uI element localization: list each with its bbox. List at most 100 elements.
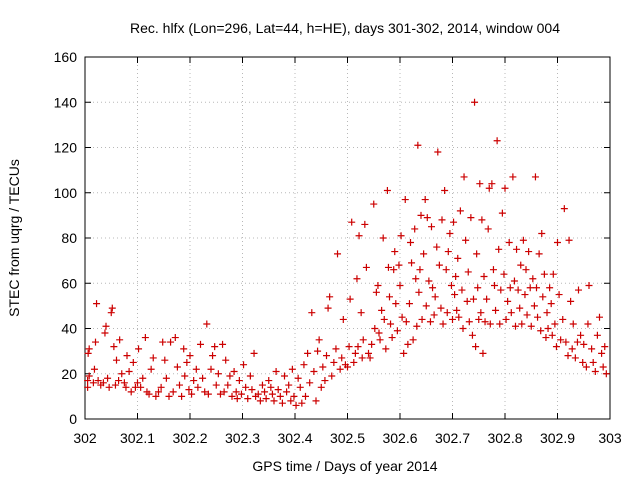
- data-point: [358, 354, 366, 362]
- data-point: [159, 338, 167, 346]
- data-point: [324, 304, 332, 312]
- x-tick-label: 302.2: [172, 430, 207, 446]
- data-point: [173, 363, 181, 371]
- data-point: [599, 363, 607, 371]
- data-point: [396, 282, 404, 290]
- data-point: [386, 293, 393, 301]
- data-point: [446, 229, 454, 237]
- data-point: [149, 354, 157, 362]
- data-point: [517, 261, 525, 269]
- data-point: [135, 345, 143, 353]
- data-point: [258, 381, 266, 389]
- data-point: [568, 345, 576, 353]
- data-point: [516, 304, 524, 312]
- data-point: [593, 331, 601, 339]
- data-point: [393, 327, 401, 335]
- data-point: [417, 211, 425, 219]
- data-point: [314, 347, 322, 355]
- data-point: [479, 349, 487, 357]
- data-point: [361, 220, 369, 228]
- data-point: [304, 349, 312, 357]
- data-point: [167, 338, 175, 346]
- data-point: [89, 379, 97, 387]
- data-point: [224, 381, 232, 389]
- data-point: [152, 392, 160, 400]
- data-point: [388, 334, 396, 342]
- data-point: [525, 248, 533, 256]
- x-tick-label: 302.7: [435, 430, 470, 446]
- data-point: [365, 349, 372, 357]
- y-tick-label: 100: [54, 185, 78, 201]
- data-point: [510, 277, 518, 285]
- data-point: [203, 320, 211, 328]
- data-point: [326, 293, 334, 301]
- data-point: [188, 390, 196, 398]
- data-point: [321, 377, 329, 385]
- data-point: [579, 358, 587, 366]
- y-axis-label: STEC from uqrg / TECUs: [6, 159, 22, 317]
- data-point: [421, 196, 429, 204]
- data-point: [602, 370, 610, 378]
- data-point: [317, 383, 325, 391]
- data-point: [502, 315, 510, 323]
- data-point: [99, 379, 107, 387]
- data-point: [460, 173, 468, 181]
- axis-ticks: [84, 56, 611, 420]
- data-point: [272, 367, 280, 375]
- data-point: [359, 336, 367, 344]
- data-point: [157, 383, 165, 391]
- y-tick-label: 140: [54, 94, 78, 110]
- data-point: [430, 311, 438, 319]
- data-point: [513, 245, 521, 253]
- data-point: [507, 309, 515, 317]
- data-point: [204, 390, 212, 398]
- data-point: [496, 320, 504, 328]
- data-point: [122, 383, 130, 391]
- data-point: [523, 311, 531, 319]
- data-point: [477, 309, 485, 317]
- data-point: [101, 329, 109, 337]
- data-point: [336, 365, 344, 373]
- data-point: [501, 184, 509, 192]
- data-point: [285, 381, 293, 389]
- data-point: [483, 295, 491, 303]
- data-point: [345, 343, 353, 351]
- data-point: [348, 218, 356, 226]
- data-point: [233, 395, 241, 403]
- data-point: [569, 320, 577, 328]
- data-point: [521, 291, 529, 299]
- data-point: [468, 331, 476, 339]
- data-point: [437, 304, 445, 312]
- data-point: [306, 379, 314, 387]
- data-point: [190, 377, 198, 385]
- data-point: [161, 356, 169, 364]
- data-point: [115, 377, 123, 385]
- data-point: [300, 361, 308, 369]
- data-point: [596, 313, 603, 321]
- data-point: [546, 284, 554, 292]
- data-point: [376, 336, 384, 344]
- x-tick-label: 302.3: [225, 430, 260, 446]
- data-point: [283, 388, 291, 396]
- data-point: [434, 148, 442, 156]
- data-point: [539, 293, 547, 301]
- data-point: [372, 288, 380, 296]
- data-point: [276, 392, 284, 400]
- data-point: [463, 297, 471, 305]
- data-point: [147, 365, 155, 373]
- data-point: [228, 392, 236, 400]
- data-point: [527, 322, 535, 330]
- data-point: [181, 372, 189, 380]
- data-point: [261, 388, 269, 396]
- data-point: [246, 372, 254, 380]
- data-point: [216, 390, 224, 398]
- data-point: [530, 302, 538, 310]
- data-point: [353, 275, 361, 283]
- data-point: [240, 361, 248, 369]
- data-point: [452, 272, 460, 280]
- data-point: [422, 302, 430, 310]
- data-point: [522, 266, 530, 274]
- data-point: [178, 392, 186, 400]
- chart-title: Rec. hlfx (Lon=296, Lat=44, h=HE), days …: [130, 20, 560, 36]
- data-point: [484, 225, 492, 233]
